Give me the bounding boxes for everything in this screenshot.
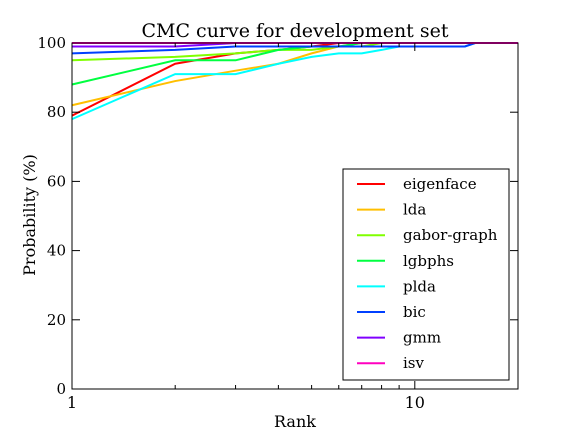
x-tick-label: 1 [67,393,77,412]
series-line-lda [71,42,518,107]
x-tick-label: 10 [405,393,425,412]
legend-label-bic: bic [403,303,426,321]
legend-label-gmm: gmm [403,329,441,347]
y-tick-label: 40 [47,242,66,260]
legend-label-lda: lda [403,201,426,219]
x-axis-label: Rank [274,412,316,431]
series-line-eigenface [71,42,518,117]
y-tick-label: 100 [37,34,66,52]
legend-box [342,168,510,381]
legend-label-isv: isv [403,354,424,372]
legend-label-gabor-graph: gabor-graph [403,226,498,244]
chart-title: CMC curve for development set [141,20,448,42]
legend: eigenface lda gabor-graph lgbphs plda bic gmm i… [342,168,510,381]
y-axis-label: Probability (%) [20,154,39,276]
y-tick-label: 80 [47,103,66,121]
plot-area: 0 20 40 60 80 100 1 10 [37,34,519,412]
legend-label-lgbphs: lgbphs [403,252,454,270]
y-tick-label: 20 [47,311,66,329]
plot-frame [71,42,519,390]
legend-label-eigenface: eigenface [403,175,477,193]
legend-label-plda: plda [403,277,436,295]
y-tick-label: 0 [56,380,66,398]
y-tick-label: 60 [47,172,66,190]
